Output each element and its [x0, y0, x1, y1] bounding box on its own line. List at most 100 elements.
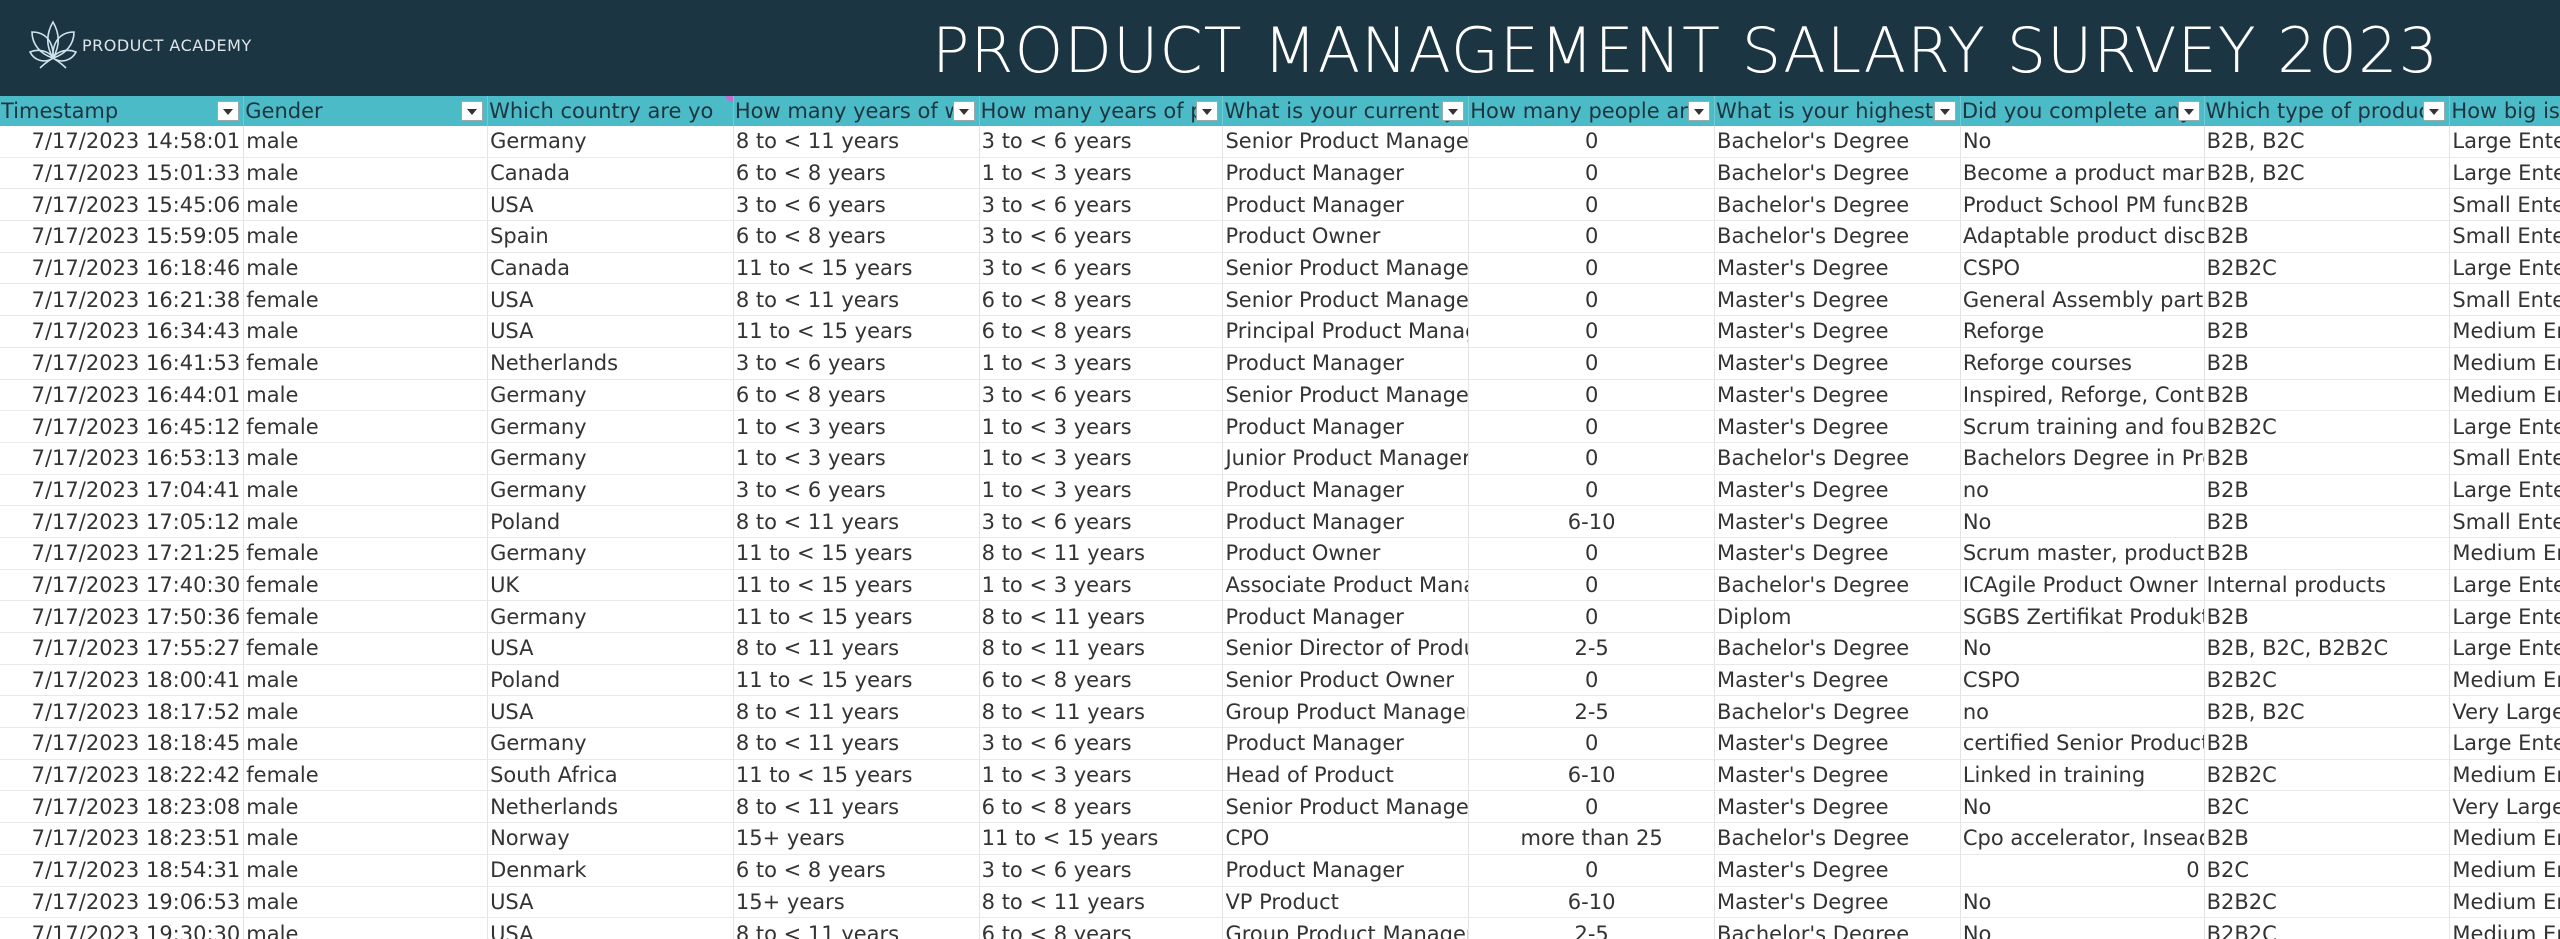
table-cell[interactable]: 0	[1960, 854, 2205, 887]
table-cell[interactable]: 0	[1468, 379, 1716, 412]
table-cell[interactable]: Large Enterpr	[2449, 569, 2560, 602]
table-cell[interactable]: 11 to < 15 years	[733, 315, 980, 348]
table-cell[interactable]: B2C	[2204, 790, 2451, 824]
table-cell[interactable]: Bachelor's Degree	[1714, 695, 1961, 729]
table-cell[interactable]: female	[243, 600, 489, 633]
table-cell[interactable]: Product Manager	[1222, 727, 1470, 760]
table-cell[interactable]: Master's Degree	[1714, 727, 1961, 760]
table-cell[interactable]: Master's Degree	[1714, 379, 1961, 412]
table-cell[interactable]: 11 to < 15 years	[979, 822, 1224, 855]
table-cell[interactable]: Medium Ente	[2449, 664, 2560, 697]
table-cell[interactable]: SGBS Zertifikat Produktm	[1960, 600, 2205, 633]
table-cell[interactable]: Product Owner	[1222, 537, 1470, 570]
table-cell[interactable]: 0	[1468, 600, 1716, 633]
table-cell[interactable]: 6-10	[1468, 759, 1716, 792]
table-cell[interactable]: 15+ years	[733, 822, 980, 855]
table-cell[interactable]: Master's Degree	[1714, 854, 1961, 887]
table-cell[interactable]: 11 to < 15 years	[733, 569, 980, 602]
table-cell[interactable]: male	[243, 442, 489, 475]
table-cell[interactable]: Master's Degree	[1714, 664, 1961, 697]
table-cell[interactable]: Master's Degree	[1714, 505, 1961, 538]
table-cell[interactable]: 7/17/2023 18:23:08	[0, 790, 245, 824]
table-cell[interactable]: Germany	[487, 537, 734, 570]
table-cell[interactable]: 1 to < 3 years	[979, 410, 1224, 443]
table-cell[interactable]: Bachelor's Degree	[1714, 442, 1961, 475]
table-cell[interactable]: 8 to < 11 years	[733, 283, 980, 317]
table-cell[interactable]: Germany	[487, 379, 734, 412]
table-cell[interactable]: 0	[1468, 569, 1716, 602]
table-cell[interactable]: 7/17/2023 17:40:30	[0, 569, 245, 602]
table-cell[interactable]: B2B	[2204, 188, 2451, 222]
table-cell[interactable]: Junior Product Manager	[1222, 442, 1470, 475]
table-cell[interactable]: 7/17/2023 17:50:36	[0, 600, 245, 633]
table-cell[interactable]: 7/17/2023 19:30:30	[0, 917, 245, 939]
table-cell[interactable]: Medium Ente	[2449, 886, 2560, 919]
table-cell[interactable]: 7/17/2023 15:45:06	[0, 188, 245, 222]
table-cell[interactable]: male	[243, 822, 489, 855]
filter-dropdown-icon[interactable]	[952, 101, 975, 121]
table-cell[interactable]: male	[243, 505, 489, 538]
table-cell[interactable]: UK	[487, 569, 734, 602]
table-cell[interactable]: General Assembly part ti	[1960, 283, 2205, 317]
table-cell[interactable]: Germany	[487, 600, 734, 633]
table-cell[interactable]: Small Enterpr	[2449, 283, 2560, 317]
table-cell[interactable]: Master's Degree	[1714, 886, 1961, 919]
column-header[interactable]: How many years of w	[733, 96, 980, 126]
table-cell[interactable]: 3 to < 6 years	[733, 188, 980, 222]
table-cell[interactable]: 6 to < 8 years	[733, 157, 980, 190]
table-cell[interactable]: Germany	[487, 126, 734, 158]
table-cell[interactable]: 3 to < 6 years	[979, 379, 1224, 412]
table-cell[interactable]: 7/17/2023 17:04:41	[0, 474, 245, 507]
table-cell[interactable]: 3 to < 6 years	[979, 727, 1224, 760]
table-cell[interactable]: Germany	[487, 442, 734, 475]
table-cell[interactable]: 6 to < 8 years	[733, 220, 980, 253]
table-cell[interactable]: Bachelor's Degree	[1714, 569, 1961, 602]
table-cell[interactable]: CSPO	[1960, 252, 2205, 285]
table-cell[interactable]: 3 to < 6 years	[979, 126, 1224, 158]
table-cell[interactable]: male	[243, 126, 489, 158]
table-cell[interactable]: 0	[1468, 537, 1716, 570]
table-cell[interactable]: 8 to < 11 years	[733, 917, 980, 939]
table-cell[interactable]: Large Enterpr	[2449, 410, 2560, 443]
table-cell[interactable]: Small Enterpr	[2449, 442, 2560, 475]
table-cell[interactable]: Product Manager	[1222, 600, 1470, 633]
table-cell[interactable]: 8 to < 11 years	[733, 695, 980, 729]
table-cell[interactable]: 7/17/2023 16:41:53	[0, 347, 245, 380]
table-cell[interactable]: 0	[1468, 283, 1716, 317]
table-cell[interactable]: 0	[1468, 157, 1716, 190]
table-cell[interactable]: B2B	[2204, 537, 2451, 570]
table-cell[interactable]: Small Enterpr	[2449, 505, 2560, 538]
column-header[interactable]: What is your highest c	[1714, 96, 1961, 126]
table-cell[interactable]: 1 to < 3 years	[979, 569, 1224, 602]
table-cell[interactable]: 2-5	[1468, 695, 1716, 729]
table-cell[interactable]: Master's Degree	[1714, 315, 1961, 348]
table-cell[interactable]: 7/17/2023 16:18:46	[0, 252, 245, 285]
filter-dropdown-icon[interactable]	[1688, 101, 1711, 121]
table-cell[interactable]: 0	[1468, 188, 1716, 222]
table-cell[interactable]: male	[243, 252, 489, 285]
table-cell[interactable]: 7/17/2023 16:53:13	[0, 442, 245, 475]
table-cell[interactable]: female	[243, 569, 489, 602]
table-cell[interactable]: 6 to < 8 years	[979, 283, 1224, 317]
table-cell[interactable]: B2B	[2204, 474, 2451, 507]
table-cell[interactable]: 6 to < 8 years	[979, 790, 1224, 824]
table-cell[interactable]: male	[243, 854, 489, 887]
table-cell[interactable]: 7/17/2023 18:17:52	[0, 695, 245, 729]
table-cell[interactable]: 11 to < 15 years	[733, 600, 980, 633]
filter-dropdown-icon[interactable]	[217, 101, 240, 121]
table-cell[interactable]: Senior Product Manager	[1222, 283, 1470, 317]
table-cell[interactable]: 0	[1468, 126, 1716, 158]
table-cell[interactable]: 8 to < 11 years	[979, 632, 1224, 665]
table-cell[interactable]: B2B	[2204, 442, 2451, 475]
table-cell[interactable]: 7/17/2023 18:00:41	[0, 664, 245, 697]
table-cell[interactable]: Bachelor's Degree	[1714, 632, 1961, 665]
table-cell[interactable]: male	[243, 220, 489, 253]
table-cell[interactable]: B2B2C	[2204, 252, 2451, 285]
column-header[interactable]: How many years of p	[979, 96, 1224, 126]
table-cell[interactable]: 11 to < 15 years	[733, 664, 980, 697]
table-cell[interactable]: 3 to < 6 years	[979, 505, 1224, 538]
table-cell[interactable]: 7/17/2023 16:21:38	[0, 283, 245, 317]
table-cell[interactable]: 0	[1468, 252, 1716, 285]
table-cell[interactable]: Senior Product Owner	[1222, 664, 1470, 697]
table-cell[interactable]: male	[243, 790, 489, 824]
